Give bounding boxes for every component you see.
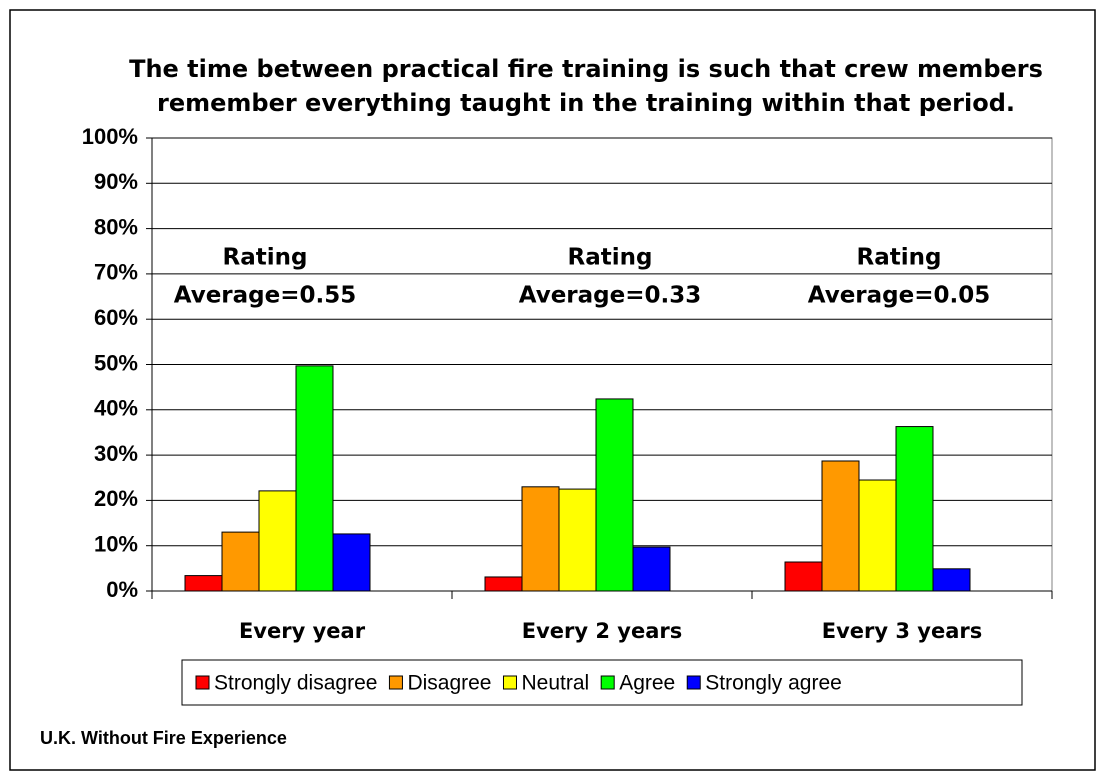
- bar: [184, 575, 223, 592]
- bar: [295, 365, 334, 592]
- annotation: Average=0.05: [808, 283, 991, 309]
- annotation: Average=0.55: [174, 283, 357, 309]
- y-tick-label: 100%: [82, 124, 138, 149]
- chart-title: remember everything taught in the traini…: [157, 89, 1015, 117]
- footnote: U.K. Without Fire Experience: [40, 728, 287, 748]
- bar: [221, 531, 260, 592]
- bar: [484, 576, 523, 592]
- bar: [895, 426, 934, 592]
- y-tick-label: 60%: [94, 305, 138, 330]
- y-tick-label: 40%: [94, 396, 138, 421]
- chart-title: The time between practical fire training…: [129, 55, 1043, 83]
- legend-swatch: [195, 675, 210, 690]
- bar: [784, 561, 823, 592]
- legend-swatch: [388, 675, 403, 690]
- annotation: Average=0.33: [519, 283, 702, 309]
- bar: [595, 398, 634, 592]
- legend-label: Disagree: [407, 672, 491, 695]
- y-tick-label: 70%: [94, 260, 138, 285]
- x-tick-label: Every 3 years: [822, 619, 983, 643]
- y-tick-label: 50%: [94, 350, 138, 375]
- annotation: Rating: [857, 245, 942, 271]
- bar: [632, 546, 671, 592]
- legend-label: Neutral: [521, 672, 589, 695]
- y-tick-label: 90%: [94, 169, 138, 194]
- y-tick-label: 30%: [94, 441, 138, 466]
- y-tick-label: 10%: [94, 532, 138, 557]
- x-tick-label: Every year: [239, 619, 366, 643]
- x-tick-label: Every 2 years: [522, 619, 683, 643]
- y-tick-label: 0%: [106, 577, 138, 602]
- legend-swatch: [686, 675, 701, 690]
- bar: [821, 460, 860, 592]
- bar: [932, 568, 971, 592]
- legend-swatch: [502, 675, 517, 690]
- legend-label: Strongly disagree: [214, 672, 377, 695]
- annotation: Rating: [223, 245, 308, 271]
- legend-label: Strongly agree: [705, 672, 842, 695]
- y-tick-label: 80%: [94, 214, 138, 239]
- bar: [332, 533, 371, 592]
- bar: [258, 490, 297, 592]
- legend-swatch: [600, 675, 615, 690]
- annotation: Rating: [568, 245, 653, 271]
- y-tick-label: 20%: [94, 486, 138, 511]
- bar: [521, 486, 560, 592]
- bar: [858, 479, 897, 592]
- legend-label: Agree: [619, 672, 675, 695]
- bar: [558, 488, 597, 592]
